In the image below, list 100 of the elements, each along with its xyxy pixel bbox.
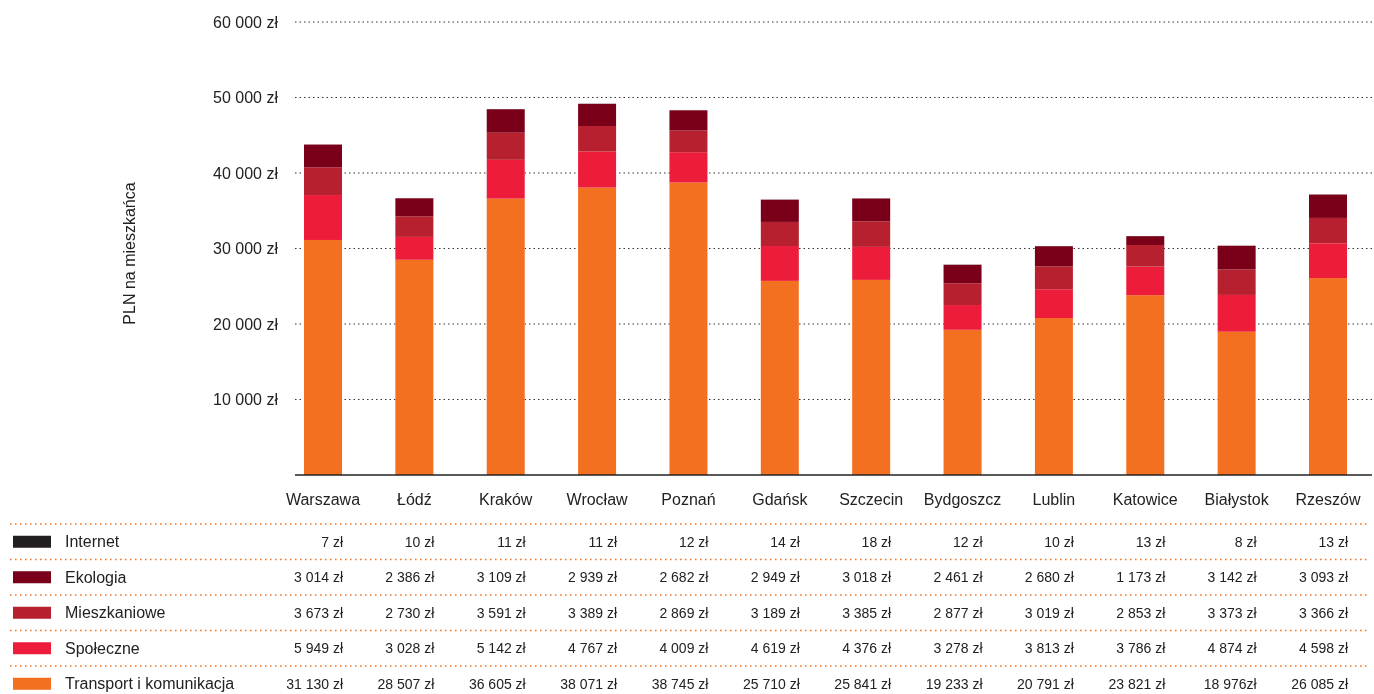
- y-tick-label: 30 000 zł: [213, 240, 279, 258]
- x-tick-label: Lublin: [1032, 491, 1076, 508]
- y-axis-title: PLN na mieszkańca: [121, 182, 138, 325]
- data-label: 2 461 zł: [933, 569, 984, 586]
- x-tick-label: Białystok: [1204, 491, 1270, 508]
- data-label: 3 673 zł: [293, 604, 344, 621]
- data-label: 25 841 zł: [834, 675, 893, 692]
- bar: [1217, 294, 1256, 332]
- bar: [395, 236, 434, 260]
- x-tick-label: Bydgoszcz: [923, 491, 1002, 508]
- bar: [1034, 266, 1073, 290]
- data-label: 11 zł: [588, 533, 618, 550]
- data-label: 25 710 zł: [742, 675, 801, 692]
- bar: [1126, 236, 1165, 246]
- data-label: 2 877 zł: [933, 604, 984, 621]
- y-tick-label: 50 000 zł: [213, 89, 279, 107]
- data-label: 18 976zł: [1203, 675, 1258, 692]
- data-label: 3 018 zł: [842, 569, 893, 586]
- bar: [852, 246, 891, 280]
- bar: [578, 151, 617, 188]
- bar: [760, 246, 799, 281]
- data-label: 13 zł: [1135, 533, 1167, 550]
- data-label: 14 zł: [770, 533, 801, 550]
- bar: [1126, 295, 1165, 475]
- data-label: 4 598 zł: [1298, 640, 1349, 657]
- bar: [304, 167, 342, 196]
- data-label: 36 605 zł: [468, 675, 527, 692]
- data-label: 3 813 zł: [1024, 640, 1075, 657]
- bar: [395, 216, 434, 237]
- bar: [1309, 243, 1347, 279]
- x-tick-label: Wrocław: [566, 491, 629, 508]
- x-tick-label: Szczecin: [839, 491, 904, 508]
- bar: [578, 187, 617, 475]
- y-tick-label: 40 000 zł: [213, 164, 279, 182]
- data-label: 3 109 zł: [476, 569, 527, 586]
- data-label: 12 zł: [952, 533, 984, 550]
- data-label: 3 786 zł: [1116, 640, 1167, 657]
- bar: [1217, 245, 1256, 270]
- bar: [304, 144, 342, 168]
- data-label: 5 949 zł: [293, 640, 344, 657]
- bar: [1126, 245, 1165, 267]
- bar: [486, 198, 525, 475]
- data-label: 5 142 zł: [476, 640, 527, 657]
- data-label: 1 173 zł: [1116, 569, 1167, 586]
- data-label: 10 zł: [404, 533, 436, 550]
- data-label: 8 zł: [1234, 533, 1258, 550]
- x-tick-label: Poznań: [661, 491, 716, 508]
- bar: [486, 109, 525, 133]
- legend-label: Internet: [65, 533, 120, 551]
- data-label: 28 507 zł: [377, 675, 436, 692]
- data-label: 18 zł: [861, 533, 893, 550]
- bar: [395, 198, 434, 217]
- data-label: 2 730 zł: [385, 604, 436, 621]
- bar: [1309, 217, 1347, 244]
- bar: [304, 239, 342, 475]
- bar: [486, 132, 525, 160]
- bar: [669, 182, 708, 475]
- data-label: 2 680 zł: [1024, 569, 1075, 586]
- x-tick-label: Gdańsk: [752, 491, 809, 508]
- bar: [578, 103, 617, 126]
- y-tick-label: 10 000 zł: [213, 391, 279, 409]
- data-label: 10 zł: [1044, 533, 1075, 550]
- bar: [578, 125, 617, 152]
- legend-label: Społeczne: [65, 639, 140, 657]
- x-tick-label: Rzeszów: [1295, 491, 1361, 508]
- bar: [1034, 289, 1073, 319]
- data-label: 3 366 zł: [1298, 604, 1349, 621]
- bar: [669, 110, 708, 131]
- bar: [304, 195, 342, 240]
- data-label: 23 821 zł: [1108, 675, 1167, 692]
- bar: [1217, 331, 1256, 475]
- data-label: 2 869 zł: [659, 604, 710, 621]
- data-label: 2 853 zł: [1116, 604, 1167, 621]
- bar: [669, 130, 708, 153]
- data-label: 3 014 zł: [293, 569, 344, 586]
- data-label: 2 939 zł: [568, 569, 618, 586]
- bar: [1217, 269, 1256, 295]
- x-tick-label: Kraków: [479, 491, 533, 508]
- data-label: 2 949 zł: [750, 569, 801, 586]
- bar: [943, 283, 982, 306]
- bar: [1034, 246, 1073, 267]
- bar: [395, 259, 434, 475]
- x-tick-label: Katowice: [1112, 491, 1178, 508]
- data-label: 38 071 zł: [560, 675, 618, 692]
- data-label: 20 791 zł: [1017, 675, 1075, 692]
- x-tick-label: Łódź: [397, 491, 432, 508]
- data-label: 12 zł: [678, 533, 710, 550]
- data-label: 3 278 zł: [933, 640, 984, 657]
- bar: [760, 221, 799, 247]
- bar: [760, 280, 799, 475]
- data-label: 4 767 zł: [568, 640, 618, 657]
- data-label: 4 376 zł: [842, 640, 893, 657]
- bar: [1309, 194, 1347, 218]
- data-label: 2 682 zł: [659, 569, 710, 586]
- bar: [760, 199, 799, 222]
- data-label: 4 874 zł: [1207, 640, 1258, 657]
- data-label: 3 028 zł: [385, 640, 436, 657]
- bar: [1309, 278, 1347, 475]
- data-label: 3 142 zł: [1207, 569, 1258, 586]
- data-label: 3 189 zł: [750, 604, 801, 621]
